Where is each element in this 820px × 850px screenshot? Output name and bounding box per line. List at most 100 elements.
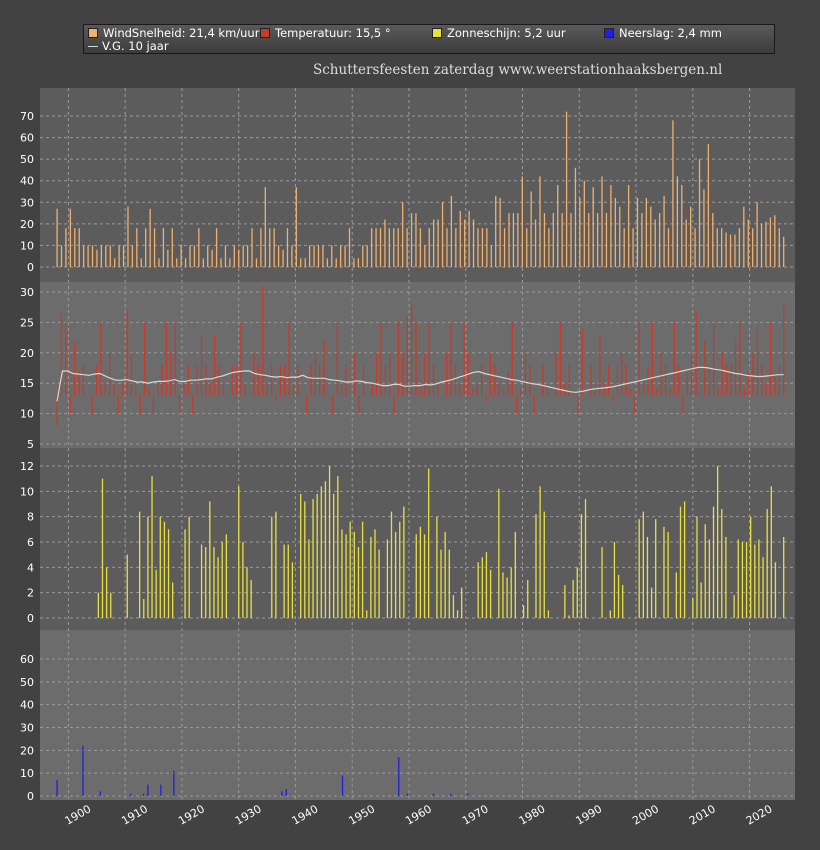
x-tick-label: 1920 xyxy=(176,802,207,827)
bar xyxy=(246,567,248,618)
bar xyxy=(682,395,684,414)
bar xyxy=(778,228,780,267)
bar xyxy=(696,516,698,618)
bar xyxy=(250,580,252,618)
bar xyxy=(758,539,760,618)
bar xyxy=(437,219,439,267)
bar xyxy=(96,249,98,267)
bar xyxy=(135,389,137,396)
bar xyxy=(676,176,679,267)
bar xyxy=(455,228,457,267)
bar xyxy=(695,310,697,396)
bar xyxy=(561,213,563,267)
bar xyxy=(533,395,535,414)
y-tick-label: 4 xyxy=(27,561,34,574)
bar xyxy=(337,476,339,618)
bar xyxy=(622,585,624,618)
bar xyxy=(725,232,727,267)
bar xyxy=(153,228,156,267)
bar xyxy=(446,228,448,267)
bar xyxy=(370,536,372,618)
bar xyxy=(527,580,529,618)
bar xyxy=(477,562,479,618)
bar xyxy=(149,208,151,267)
bar xyxy=(56,208,58,267)
bar xyxy=(402,202,404,267)
bar xyxy=(691,352,693,396)
bar xyxy=(700,582,702,618)
bar xyxy=(326,258,328,267)
panel-bg-1 xyxy=(40,88,795,282)
y-tick-label: 20 xyxy=(20,744,34,757)
bar xyxy=(729,234,732,267)
bar xyxy=(498,488,500,618)
bar xyxy=(642,511,644,618)
bar xyxy=(198,228,200,267)
bar xyxy=(681,185,683,267)
bar xyxy=(167,529,170,618)
x-tick-label: 1990 xyxy=(574,802,605,827)
bar xyxy=(485,395,487,402)
y-tick-label: 6 xyxy=(27,536,34,549)
y-tick-label: 5 xyxy=(27,438,34,451)
bar xyxy=(371,383,373,396)
bar xyxy=(122,383,124,396)
bar xyxy=(495,195,497,267)
bar xyxy=(105,567,108,618)
bar xyxy=(427,468,430,618)
avg-line-icon xyxy=(88,46,98,47)
bar xyxy=(341,775,344,796)
bar xyxy=(565,111,568,267)
bar xyxy=(358,395,360,414)
bar xyxy=(760,223,763,267)
bar xyxy=(399,521,401,618)
bar xyxy=(324,481,327,618)
bar xyxy=(283,544,285,618)
chart-subtitle: Schuttersfeesten zaterdag www.weerstatio… xyxy=(313,62,723,78)
bar xyxy=(336,322,338,396)
bar xyxy=(607,364,610,396)
bar xyxy=(586,395,588,396)
bar xyxy=(551,395,553,396)
bar xyxy=(629,389,632,396)
bar xyxy=(669,389,671,396)
bar xyxy=(444,531,446,618)
y-tick-label: 10 xyxy=(20,767,34,780)
bar xyxy=(638,519,640,618)
bar xyxy=(638,322,640,396)
bar xyxy=(345,364,347,396)
bar xyxy=(436,516,438,618)
bar xyxy=(257,364,260,396)
bar xyxy=(227,395,229,396)
bar xyxy=(316,493,318,618)
bar xyxy=(667,531,669,618)
bar xyxy=(148,389,150,396)
bar xyxy=(357,258,360,267)
bar xyxy=(783,536,785,618)
bar xyxy=(539,176,541,267)
bar xyxy=(238,249,240,267)
bar xyxy=(754,544,756,618)
bar xyxy=(270,364,273,396)
bar xyxy=(292,383,295,396)
bar xyxy=(415,322,417,396)
bar xyxy=(745,542,748,618)
bar xyxy=(743,389,745,396)
bar xyxy=(406,316,408,396)
bar xyxy=(285,789,287,796)
bar xyxy=(97,592,100,618)
bar xyxy=(419,228,422,267)
bar xyxy=(703,189,705,267)
bar xyxy=(610,185,612,267)
bar xyxy=(647,364,649,396)
bar xyxy=(576,567,578,618)
bar xyxy=(502,389,505,396)
bar xyxy=(454,364,457,396)
sun-swatch-icon xyxy=(432,28,442,38)
bar xyxy=(774,215,776,267)
bar xyxy=(91,395,93,414)
bar xyxy=(393,395,395,414)
bar xyxy=(184,258,187,267)
bar xyxy=(747,219,749,267)
bar xyxy=(380,322,382,396)
